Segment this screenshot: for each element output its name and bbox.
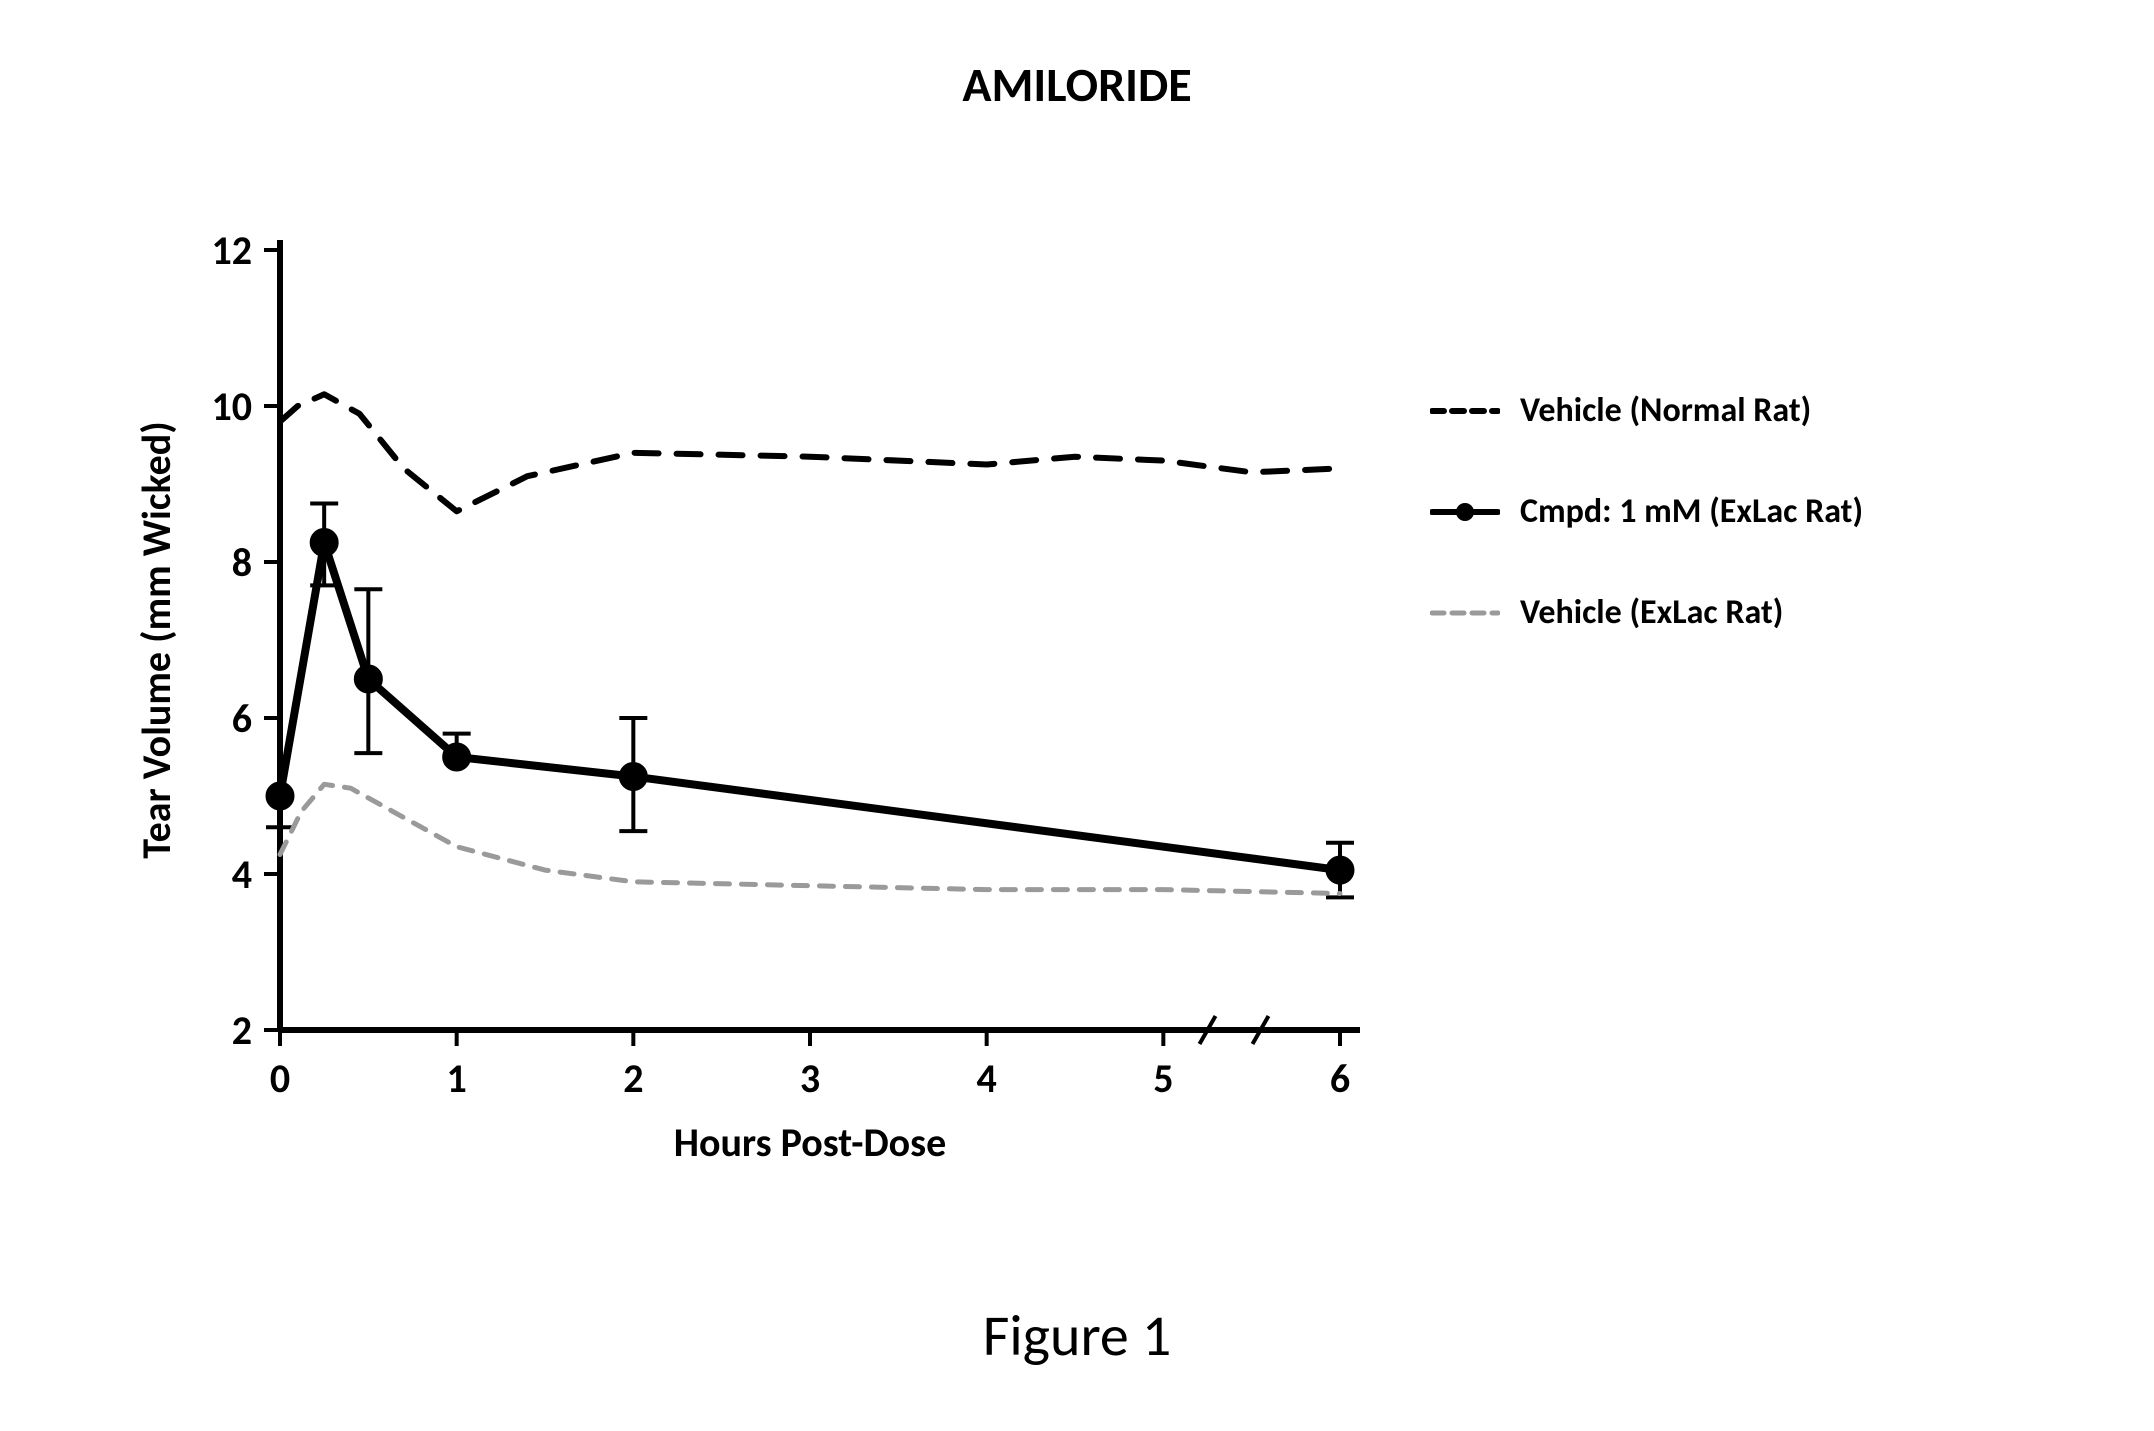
legend-label: Cmpd: 1 mM (ExLac Rat) bbox=[1520, 491, 1863, 532]
x-tick-label: 5 bbox=[1153, 1054, 1173, 1103]
x-axis-label: Hours Post-Dose bbox=[674, 1118, 947, 1167]
legend-swatch bbox=[1430, 497, 1500, 527]
legend-label: Vehicle (ExLac Rat) bbox=[1520, 592, 1783, 633]
legend-item: Cmpd: 1 mM (ExLac Rat) bbox=[1430, 491, 1990, 532]
series-marker bbox=[619, 763, 647, 791]
x-tick-label: 2 bbox=[623, 1054, 643, 1103]
series-marker bbox=[1326, 856, 1354, 884]
series-line bbox=[280, 394, 1340, 511]
x-tick-label: 6 bbox=[1330, 1054, 1350, 1103]
y-tick-label: 2 bbox=[232, 1006, 252, 1055]
legend-swatch bbox=[1430, 598, 1500, 628]
x-tick-label: 4 bbox=[977, 1054, 997, 1103]
chart-area: 0123456Hours Post-Dose24681012Tear Volum… bbox=[120, 230, 2020, 1180]
legend-label: Vehicle (Normal Rat) bbox=[1520, 390, 1811, 431]
y-tick-label: 10 bbox=[211, 382, 252, 431]
series-marker bbox=[354, 665, 382, 693]
figure-caption: Figure 1 bbox=[0, 1300, 2154, 1371]
y-tick-label: 6 bbox=[232, 694, 252, 743]
legend-item: Vehicle (Normal Rat) bbox=[1430, 390, 1990, 431]
legend-swatch bbox=[1430, 396, 1500, 426]
y-axis-label: Tear Volume (mm Wicked) bbox=[132, 421, 181, 858]
series-marker bbox=[443, 743, 471, 771]
series-marker bbox=[310, 529, 338, 557]
page-root: AMILORIDE 0123456Hours Post-Dose24681012… bbox=[0, 0, 2154, 1431]
y-tick-label: 8 bbox=[232, 538, 252, 587]
legend-item: Vehicle (ExLac Rat) bbox=[1430, 592, 1990, 633]
chart-title: AMILORIDE bbox=[0, 55, 2154, 114]
y-tick-label: 12 bbox=[211, 230, 252, 275]
chart-svg: 0123456Hours Post-Dose24681012Tear Volum… bbox=[120, 230, 2020, 1180]
x-tick-label: 0 bbox=[270, 1054, 290, 1103]
series-line bbox=[280, 543, 1340, 871]
series-marker bbox=[266, 782, 294, 810]
x-tick-label: 3 bbox=[800, 1054, 820, 1103]
y-tick-label: 4 bbox=[232, 850, 252, 899]
legend: Vehicle (Normal Rat) Cmpd: 1 mM (ExLac Ra… bbox=[1430, 390, 1990, 693]
x-tick-label: 1 bbox=[447, 1054, 467, 1103]
